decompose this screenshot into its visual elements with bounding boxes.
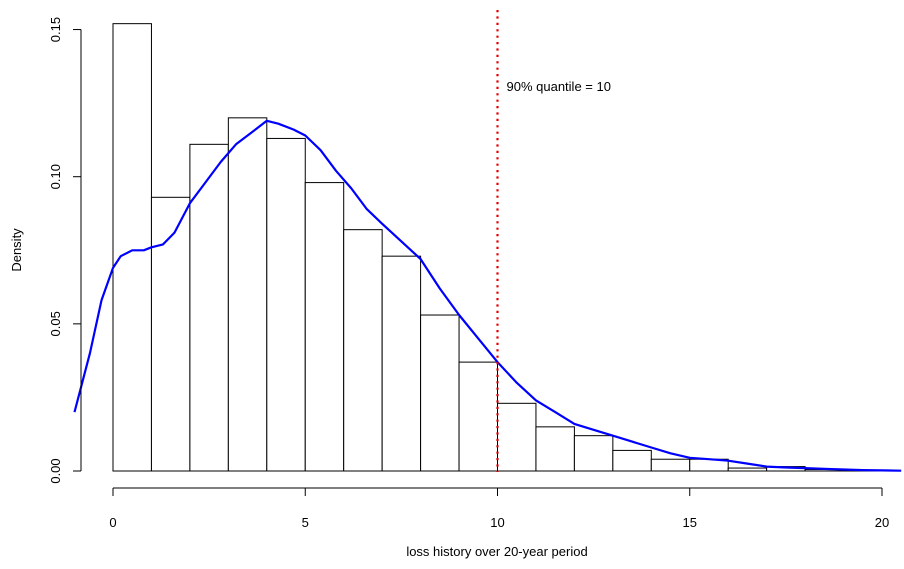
density-curve bbox=[73, 119, 902, 472]
histogram-bar-5 bbox=[304, 182, 345, 472]
histogram-bar-4 bbox=[266, 137, 306, 472]
x-tick-label-0: 0 bbox=[109, 515, 116, 530]
x-axis-label: loss history over 20-year period bbox=[406, 544, 587, 559]
histogram-bar-13 bbox=[612, 449, 652, 472]
histogram-bar-6 bbox=[343, 229, 383, 472]
histogram-bars bbox=[112, 23, 883, 472]
histogram-bar-2 bbox=[189, 143, 229, 472]
y-axis: 0.00 0.05 0.10 0.15 bbox=[48, 17, 82, 484]
histogram-bar-12 bbox=[573, 435, 614, 472]
histogram-bar-1 bbox=[150, 196, 191, 472]
histogram-bar-7 bbox=[381, 255, 422, 472]
histogram-bar-16 bbox=[727, 467, 768, 472]
histogram-bar-3 bbox=[227, 117, 268, 472]
y-tick-label-3: 0.15 bbox=[48, 17, 63, 42]
y-axis-label: Density bbox=[9, 228, 24, 272]
histogram-bar-11 bbox=[535, 426, 575, 472]
y-tick-label-2: 0.10 bbox=[48, 164, 63, 189]
histogram-bar-10 bbox=[497, 402, 537, 472]
x-tick-label-3: 15 bbox=[683, 515, 697, 530]
x-tick-label-1: 5 bbox=[302, 515, 309, 530]
y-tick-label-0: 0.00 bbox=[48, 458, 63, 483]
histogram-bar-8 bbox=[420, 314, 460, 472]
x-axis: 0 5 10 15 20 bbox=[109, 487, 889, 530]
histogram-bar-9 bbox=[458, 361, 498, 472]
x-tick-label-4: 20 bbox=[875, 515, 889, 530]
y-tick-label-1: 0.05 bbox=[48, 311, 63, 336]
x-tick-label-2: 10 bbox=[490, 515, 504, 530]
histogram-bar-0 bbox=[112, 23, 152, 472]
quantile-annotation: 90% quantile = 10 bbox=[507, 79, 611, 94]
histogram-bar-14 bbox=[650, 458, 691, 472]
